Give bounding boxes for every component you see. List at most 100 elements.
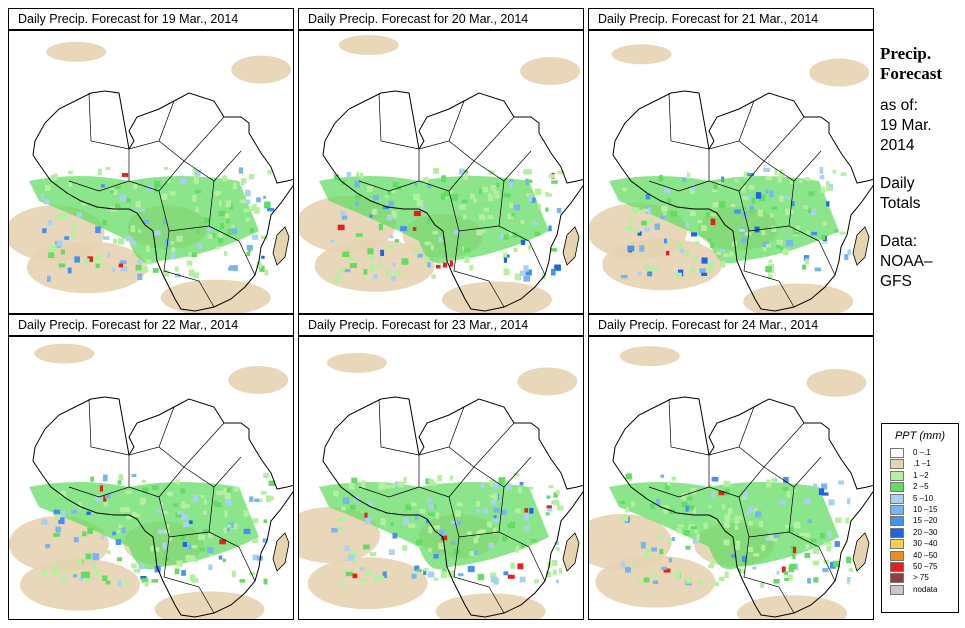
precip-cell — [476, 229, 483, 236]
precip-cell — [180, 488, 186, 494]
precip-cell — [794, 563, 799, 571]
precip-cell — [490, 576, 498, 583]
precip-cell — [430, 526, 434, 530]
precip-cell — [361, 480, 366, 487]
precip-cell — [207, 547, 214, 554]
precip-cell — [139, 497, 146, 505]
precip-cell — [838, 480, 844, 485]
precip-cell — [133, 184, 138, 190]
precip-cell — [517, 563, 524, 570]
precip-cell — [804, 498, 812, 505]
precip-cell — [380, 518, 386, 526]
precip-cell — [782, 487, 789, 491]
precip-cell — [708, 261, 714, 269]
precip-cell — [734, 525, 739, 530]
precip-cell — [100, 535, 104, 540]
precip-cell — [106, 550, 111, 555]
precip-cell — [797, 534, 803, 538]
precip-cell — [546, 505, 552, 509]
precip-cell — [769, 213, 774, 218]
precip-cell — [424, 241, 432, 246]
legend-swatch — [890, 493, 904, 504]
precip-cell — [435, 511, 440, 519]
precip-cell — [239, 199, 246, 203]
precip-cell — [685, 577, 692, 584]
precip-cell — [776, 570, 780, 575]
precip-cell — [711, 476, 719, 482]
precip-cell — [373, 274, 378, 280]
precip-cell — [708, 564, 715, 569]
precip-cell — [170, 252, 176, 260]
precip-cell — [793, 521, 801, 529]
legend-entry: 50 –75 — [882, 561, 958, 573]
country-border — [158, 180, 215, 232]
precip-cell — [390, 522, 394, 527]
precip-cell — [112, 531, 116, 536]
precip-cell — [111, 267, 116, 273]
precip-cell — [504, 480, 509, 485]
precip-cell — [243, 208, 250, 212]
country-border — [738, 160, 765, 192]
precip-cell — [246, 251, 251, 257]
precip-cell — [76, 212, 82, 218]
precip-cell — [745, 510, 750, 515]
precip-cell — [759, 520, 764, 527]
precip-cell — [250, 205, 255, 212]
precip-cell — [647, 207, 652, 214]
precip-cell — [783, 571, 789, 575]
dry-area-patch — [520, 57, 581, 86]
precip-cell — [95, 569, 100, 577]
country-border — [358, 180, 420, 192]
precip-cell — [481, 229, 486, 233]
precip-cell — [765, 189, 769, 194]
precip-cell — [727, 507, 733, 515]
precip-cell — [229, 265, 236, 271]
precip-cell — [55, 214, 61, 220]
precip-cell — [819, 167, 824, 174]
precip-cell — [60, 249, 65, 255]
precip-cell — [192, 194, 197, 202]
precip-cell — [547, 508, 553, 512]
precip-cell — [525, 178, 529, 186]
precip-cell — [423, 569, 427, 575]
asof-date: 19 Mar. — [880, 117, 932, 134]
precip-cell — [723, 480, 731, 487]
precip-cell — [263, 195, 267, 199]
precip-cell — [441, 175, 447, 183]
dry-area-patch — [517, 367, 578, 396]
precip-cell — [428, 479, 435, 483]
precip-cell — [814, 267, 822, 272]
precip-cell — [527, 245, 531, 251]
precip-cell — [828, 499, 835, 506]
precip-cell — [58, 517, 65, 525]
legend-entry: nodata — [882, 584, 958, 596]
precip-cell — [548, 485, 554, 489]
precip-cell — [804, 177, 810, 182]
map-svg — [589, 44, 873, 313]
precip-cell — [818, 488, 825, 496]
precip-cell — [48, 252, 55, 258]
precip-cell — [789, 526, 794, 533]
precip-cell — [827, 531, 833, 538]
precip-cell — [479, 529, 486, 535]
precip-cell — [530, 197, 536, 203]
precip-cell — [55, 526, 61, 533]
precip-cell — [785, 524, 790, 529]
precip-legend: PPT (mm) 0 –.1 .1 –1 1 –2 2 –5 5 –10 10 –15 15… — [881, 423, 959, 613]
precip-cell — [649, 268, 654, 274]
precip-cell — [405, 504, 412, 511]
legend-swatch — [890, 470, 904, 481]
precip-cell — [696, 533, 700, 541]
precip-cell — [806, 230, 810, 235]
precip-cell — [701, 257, 708, 264]
precip-cell — [691, 232, 698, 237]
precip-cell — [330, 239, 335, 243]
country-border — [738, 180, 795, 232]
precip-cell — [477, 573, 484, 580]
precip-cell — [647, 217, 653, 224]
precip-cell — [778, 173, 785, 177]
country-border — [158, 422, 225, 468]
precip-cell — [629, 564, 636, 568]
precip-cell — [181, 514, 189, 521]
precip-cell — [626, 225, 633, 232]
